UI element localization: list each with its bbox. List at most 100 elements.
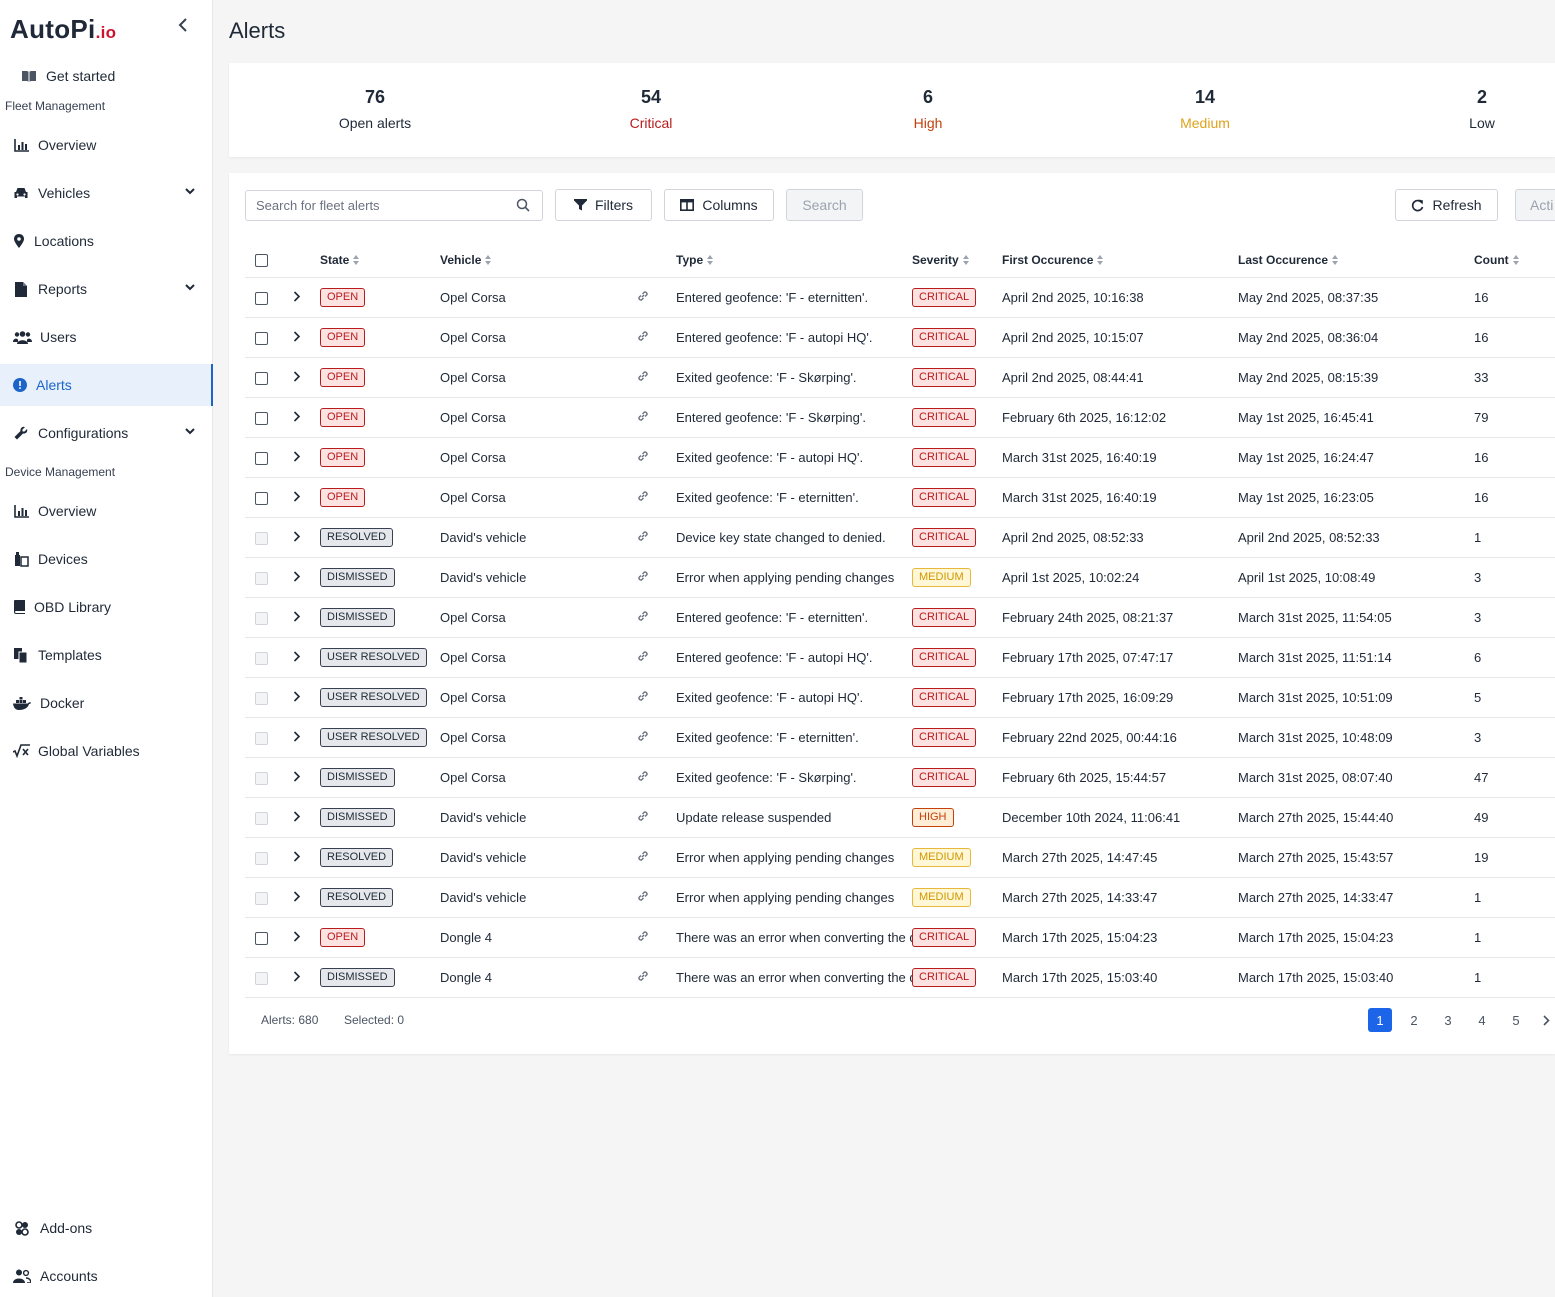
- row-checkbox[interactable]: [255, 371, 268, 385]
- table-row[interactable]: USER RESOLVED Opel Corsa Entered geofence:…: [245, 637, 1555, 678]
- expand-cell[interactable]: [291, 597, 320, 638]
- page-button-1[interactable]: 1: [1368, 1008, 1392, 1032]
- expand-cell[interactable]: [291, 477, 320, 518]
- expand-cell[interactable]: [291, 797, 320, 838]
- chevron-right-icon[interactable]: [293, 970, 301, 985]
- chevron-right-icon[interactable]: [293, 650, 301, 665]
- link-icon[interactable]: [636, 489, 650, 506]
- table-row[interactable]: DISMISSED Opel Corsa Entered geofence: 'F …: [245, 597, 1555, 638]
- vehicle-header[interactable]: Vehicle: [440, 243, 636, 278]
- table-row[interactable]: OPEN Opel Corsa Exited geofence: 'F - Skør…: [245, 357, 1555, 398]
- row-checkbox[interactable]: [255, 731, 268, 745]
- page-button-5[interactable]: 5: [1512, 1012, 1520, 1028]
- row-checkbox[interactable]: [255, 531, 268, 545]
- link-icon[interactable]: [636, 289, 650, 306]
- chevron-right-icon[interactable]: [293, 410, 301, 425]
- page-button-4[interactable]: 4: [1478, 1012, 1486, 1028]
- expand-cell[interactable]: [291, 917, 320, 958]
- next-page-button[interactable]: [1538, 1008, 1554, 1032]
- chevron-right-icon[interactable]: [293, 810, 301, 825]
- row-checkbox[interactable]: [255, 651, 268, 665]
- expand-cell[interactable]: [291, 837, 320, 878]
- link-icon[interactable]: [636, 689, 650, 706]
- chevron-right-icon[interactable]: [293, 330, 301, 345]
- row-checkbox[interactable]: [255, 891, 268, 905]
- sidebar-item-device-overview[interactable]: Overview: [0, 490, 213, 532]
- link-icon[interactable]: [636, 649, 650, 666]
- link-icon[interactable]: [636, 889, 650, 906]
- row-checkbox[interactable]: [255, 611, 268, 625]
- expand-cell[interactable]: [291, 757, 320, 798]
- first-occurence-header[interactable]: First Occurence: [1002, 243, 1238, 278]
- sidebar-item-users[interactable]: Users: [0, 316, 213, 358]
- sidebar-item-vehicles[interactable]: Vehicles: [0, 172, 213, 214]
- chevron-right-icon[interactable]: [293, 770, 301, 785]
- link-icon[interactable]: [636, 729, 650, 746]
- sidebar-item-obd-library[interactable]: OBD Library: [0, 586, 213, 628]
- link-icon[interactable]: [636, 929, 650, 946]
- sidebar-item-templates[interactable]: Templates: [0, 634, 213, 676]
- link-icon[interactable]: [636, 609, 650, 626]
- chevron-right-icon[interactable]: [293, 930, 301, 945]
- sidebar-item-accounts[interactable]: Accounts: [0, 1255, 213, 1297]
- row-checkbox[interactable]: [255, 291, 268, 305]
- row-checkbox[interactable]: [255, 411, 268, 425]
- row-checkbox[interactable]: [255, 971, 268, 985]
- sidebar-item-configurations[interactable]: Configurations: [0, 412, 213, 454]
- expand-cell[interactable]: [291, 557, 320, 598]
- chevron-right-icon[interactable]: [293, 370, 301, 385]
- expand-cell[interactable]: [291, 677, 320, 718]
- search-input[interactable]: [246, 191, 506, 220]
- row-checkbox[interactable]: [255, 571, 268, 585]
- table-row[interactable]: RESOLVED David's vehicle Error when applyi…: [245, 877, 1555, 918]
- expand-cell[interactable]: [291, 957, 320, 998]
- sidebar-item-get-started[interactable]: Get started: [0, 55, 213, 97]
- refresh-button[interactable]: Refresh: [1395, 189, 1498, 221]
- search-icon[interactable]: [516, 198, 530, 212]
- sidebar-item-overview[interactable]: Overview: [0, 124, 213, 166]
- expand-cell[interactable]: [291, 437, 320, 478]
- table-row[interactable]: DISMISSED David's vehicle Error when apply…: [245, 557, 1555, 598]
- sidebar-item-locations[interactable]: Locations: [0, 220, 213, 262]
- chevron-right-icon[interactable]: [293, 570, 301, 585]
- state-header[interactable]: State: [320, 243, 440, 278]
- expand-cell[interactable]: [291, 317, 320, 358]
- row-checkbox[interactable]: [255, 811, 268, 825]
- chevron-right-icon[interactable]: [293, 290, 301, 305]
- sidebar-item-docker[interactable]: Docker: [0, 682, 213, 724]
- table-row[interactable]: OPEN Dongle 4 There was an error when conv…: [245, 917, 1555, 958]
- table-row[interactable]: OPEN Opel Corsa Exited geofence: 'F - auto…: [245, 437, 1555, 478]
- sidebar-item-devices[interactable]: Devices: [0, 538, 213, 580]
- expand-cell[interactable]: [291, 397, 320, 438]
- row-checkbox[interactable]: [255, 331, 268, 345]
- sidebar-item-reports[interactable]: Reports: [0, 268, 213, 310]
- expand-cell[interactable]: [291, 357, 320, 398]
- expand-cell[interactable]: [291, 637, 320, 678]
- link-icon[interactable]: [636, 809, 650, 826]
- link-icon[interactable]: [636, 409, 650, 426]
- table-row[interactable]: OPEN Opel Corsa Entered geofence: 'F - ete…: [245, 277, 1555, 318]
- expand-cell[interactable]: [291, 877, 320, 918]
- severity-header[interactable]: Severity: [912, 243, 1002, 278]
- chevron-right-icon[interactable]: [293, 730, 301, 745]
- chevron-right-icon[interactable]: [293, 690, 301, 705]
- row-checkbox[interactable]: [255, 771, 268, 785]
- page-button-3[interactable]: 3: [1444, 1012, 1452, 1028]
- row-checkbox[interactable]: [255, 691, 268, 705]
- actions-button[interactable]: Acti: [1515, 189, 1555, 221]
- table-row[interactable]: RESOLVED David's vehicle Device key state …: [245, 517, 1555, 558]
- table-row[interactable]: USER RESOLVED Opel Corsa Exited geofence: …: [245, 677, 1555, 718]
- autopi-logo[interactable]: AutoPi.io: [10, 14, 117, 44]
- collapse-sidebar-button[interactable]: [174, 18, 192, 38]
- link-icon[interactable]: [636, 849, 650, 866]
- table-row[interactable]: DISMISSED David's vehicle Update release s…: [245, 797, 1555, 838]
- chevron-right-icon[interactable]: [293, 610, 301, 625]
- chevron-right-icon[interactable]: [293, 450, 301, 465]
- chevron-right-icon[interactable]: [293, 890, 301, 905]
- type-header[interactable]: Type: [676, 243, 912, 278]
- link-icon[interactable]: [636, 529, 650, 546]
- link-icon[interactable]: [636, 569, 650, 586]
- expand-cell[interactable]: [291, 277, 320, 318]
- row-checkbox[interactable]: [255, 491, 268, 505]
- table-row[interactable]: RESOLVED David's vehicle Error when applyi…: [245, 837, 1555, 878]
